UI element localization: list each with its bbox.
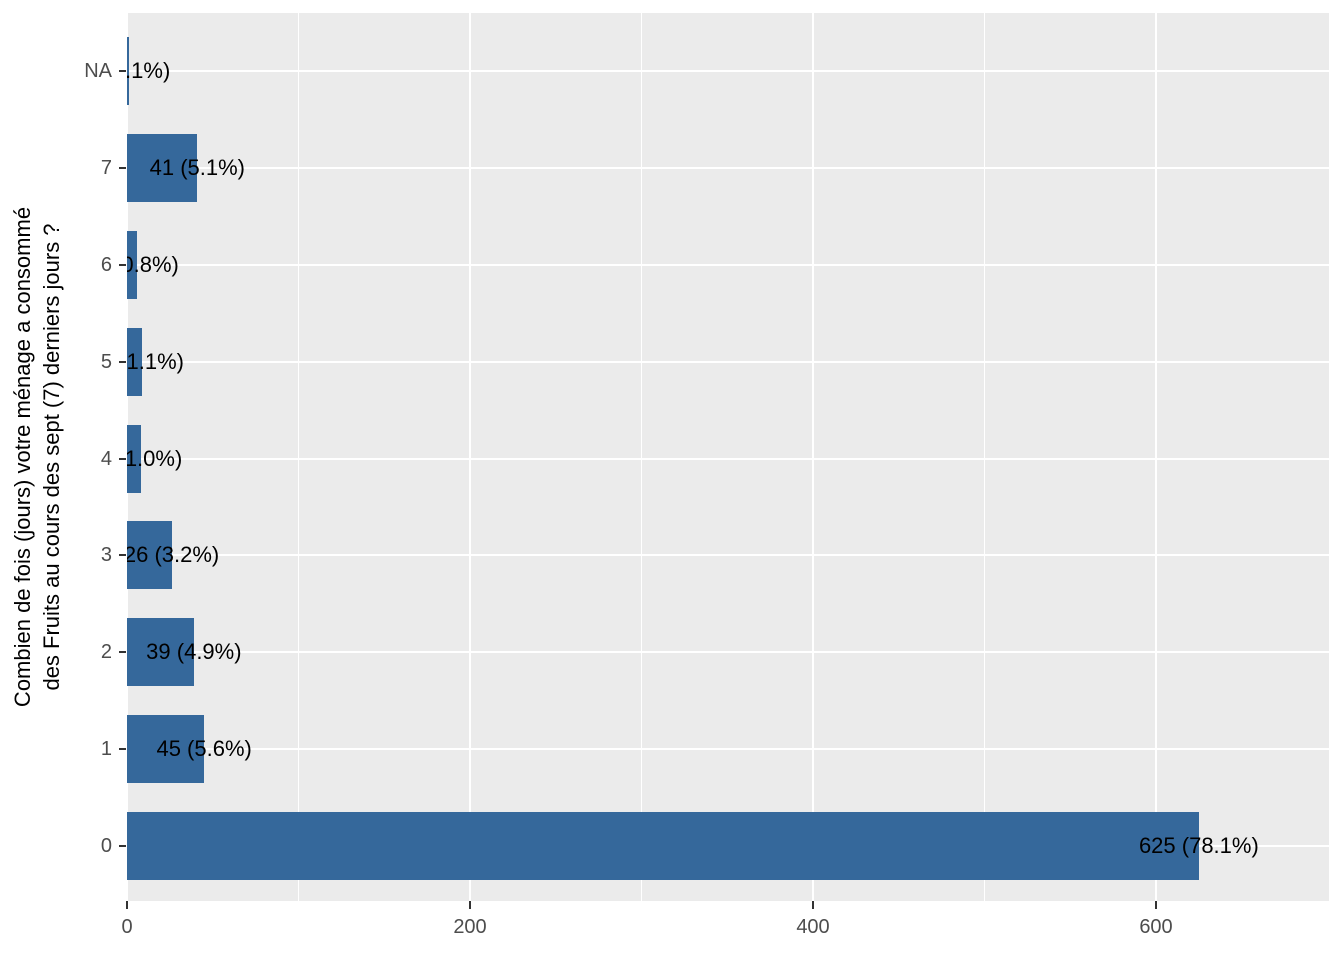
x-tick-label-0: 0 bbox=[121, 916, 133, 938]
bar-0 bbox=[127, 812, 1199, 880]
x-tick-label-200: 200 bbox=[453, 916, 487, 938]
y-tick-mark-0 bbox=[119, 845, 126, 847]
gridline-major-x-600 bbox=[1155, 13, 1157, 901]
bar-6 bbox=[127, 230, 138, 299]
y-tick-mark-2 bbox=[119, 651, 126, 654]
y-tick-mark-4 bbox=[119, 457, 126, 460]
y-tick-label-3: 3 bbox=[100, 544, 112, 567]
bar-label-7: 41 (5.1%) bbox=[149, 154, 246, 180]
y-tick-mark-1 bbox=[119, 748, 126, 751]
bar-label-2: 39 (4.9%) bbox=[146, 639, 242, 665]
gridline-major-x-200 bbox=[469, 13, 471, 901]
gridline-major-y-6 bbox=[127, 263, 1329, 266]
y-tick-label-1: 1 bbox=[100, 738, 112, 761]
x-tick-mark-0 bbox=[126, 901, 128, 909]
y-tick-label-4: 4 bbox=[100, 447, 112, 470]
bar-5 bbox=[127, 327, 143, 396]
bar-3 bbox=[127, 521, 172, 590]
gridline-major-y-3 bbox=[127, 554, 1329, 557]
y-tick-label-7: 7 bbox=[100, 156, 112, 179]
gridline-major-y-2 bbox=[127, 651, 1329, 654]
bar-label-4: 8 (1.0%) bbox=[127, 445, 183, 471]
y-tick-label-0: 0 bbox=[100, 835, 112, 857]
gridline-minor-x-500 bbox=[984, 13, 985, 901]
gridline-major-y-NA bbox=[127, 70, 1329, 72]
bar-label-1: 45 (5.6%) bbox=[156, 736, 252, 762]
y-tick-mark-7 bbox=[119, 166, 126, 169]
bar-NA bbox=[127, 37, 129, 105]
bar-7 bbox=[127, 133, 198, 202]
bar-4 bbox=[127, 424, 141, 493]
bar-label-0: 625 (78.1%) bbox=[1138, 833, 1259, 858]
gridline-minor-x-100 bbox=[298, 13, 299, 901]
x-tick-mark-600 bbox=[1155, 901, 1157, 909]
bar-label-6: 6 (0.8%) bbox=[127, 251, 179, 277]
y-tick-label-2: 2 bbox=[100, 641, 112, 664]
gridline-major-x-400 bbox=[812, 13, 814, 901]
bar-label-NA: 1 (0.1%) bbox=[127, 58, 171, 83]
y-tick-mark-3 bbox=[119, 554, 126, 557]
y-tick-mark-6 bbox=[119, 263, 126, 266]
y-tick-label-5: 5 bbox=[100, 350, 112, 373]
y-tick-label-NA: NA bbox=[84, 60, 112, 82]
bar-label-5: 9 (1.1%) bbox=[127, 348, 184, 374]
bar-label-3: 26 (3.2%) bbox=[127, 542, 220, 568]
gridline-major-y-5 bbox=[127, 360, 1329, 363]
plot-panel: 1 (0.1%) 41 (5.1%) 6 (0.8%) 9 (1.1%) 8 (1.0%… bbox=[127, 13, 1329, 901]
gridline-major-y-7 bbox=[127, 166, 1329, 169]
x-tick-mark-200 bbox=[469, 901, 471, 909]
y-tick-mark-NA bbox=[119, 70, 126, 72]
bar-1 bbox=[127, 715, 205, 784]
gridline-minor-x-300 bbox=[641, 13, 642, 901]
y-tick-label-6: 6 bbox=[100, 253, 112, 276]
gridline-major-y-1 bbox=[127, 748, 1329, 751]
x-tick-label-400: 400 bbox=[796, 916, 830, 938]
x-tick-mark-400 bbox=[812, 901, 814, 909]
y-tick-mark-5 bbox=[119, 360, 126, 363]
gridline-major-y-4 bbox=[127, 457, 1329, 460]
bar-2 bbox=[127, 618, 194, 687]
x-tick-label-600: 600 bbox=[1139, 916, 1173, 938]
